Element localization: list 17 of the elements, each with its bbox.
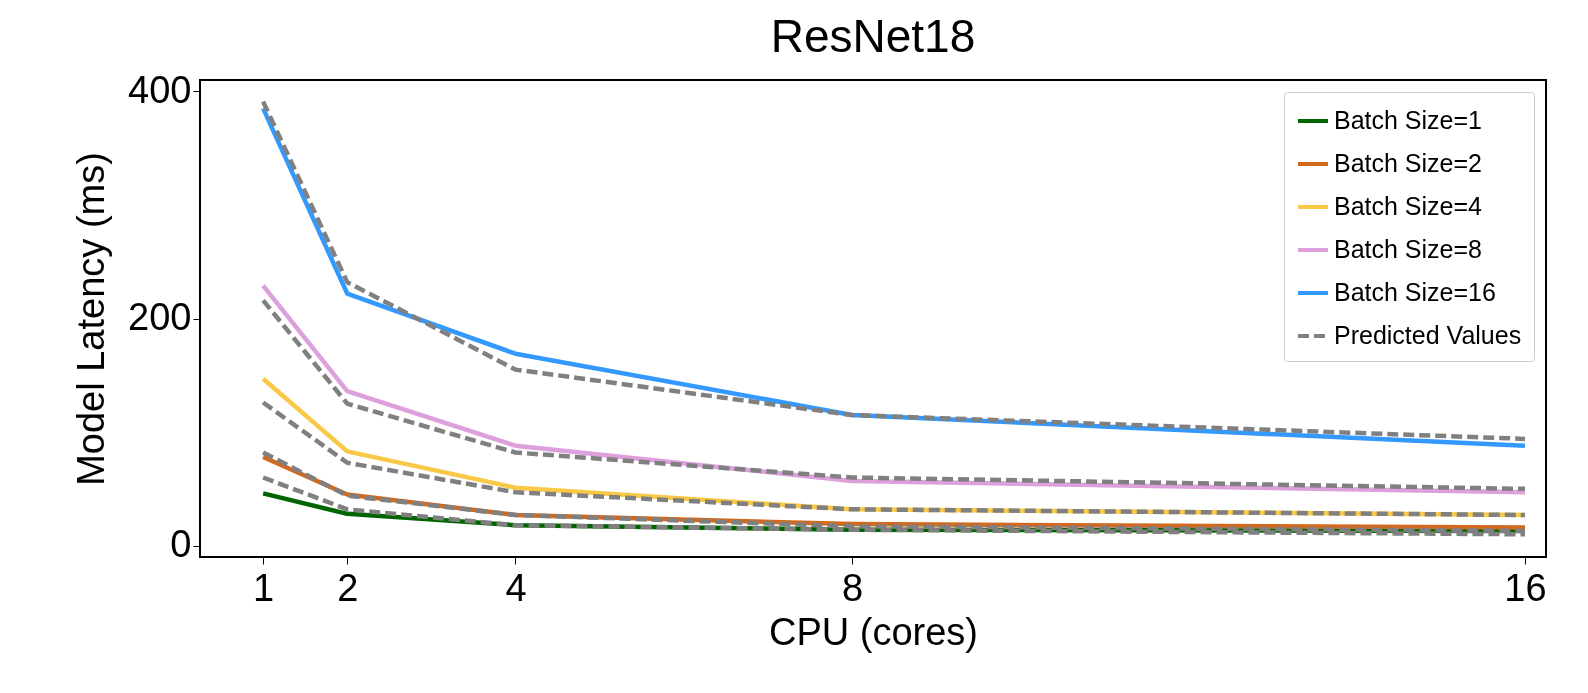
y-tick-label: 400: [128, 68, 192, 111]
y-tick-label: 200: [128, 296, 192, 338]
chart-title: ResNet18: [770, 10, 976, 63]
x-tick-label: 2: [337, 566, 359, 609]
x-tick-label: 4: [505, 566, 527, 609]
legend-label: Predicted Values: [1334, 321, 1522, 349]
legend-label: Batch Size=1: [1334, 106, 1483, 134]
x-tick-label: 16: [1504, 566, 1547, 609]
y-axis-title: Model Latency (ms): [70, 152, 113, 486]
x-tick-label: 8: [841, 566, 864, 609]
legend-label: Batch Size=16: [1334, 278, 1496, 306]
y-tick-label: 0: [170, 523, 192, 566]
x-axis-title: CPU (cores): [768, 610, 979, 653]
legend-label: Batch Size=2: [1334, 149, 1483, 177]
legend-label: Batch Size=8: [1334, 235, 1483, 263]
x-tick-label: 1: [253, 566, 275, 609]
legend-label: Batch Size=4: [1334, 192, 1483, 220]
